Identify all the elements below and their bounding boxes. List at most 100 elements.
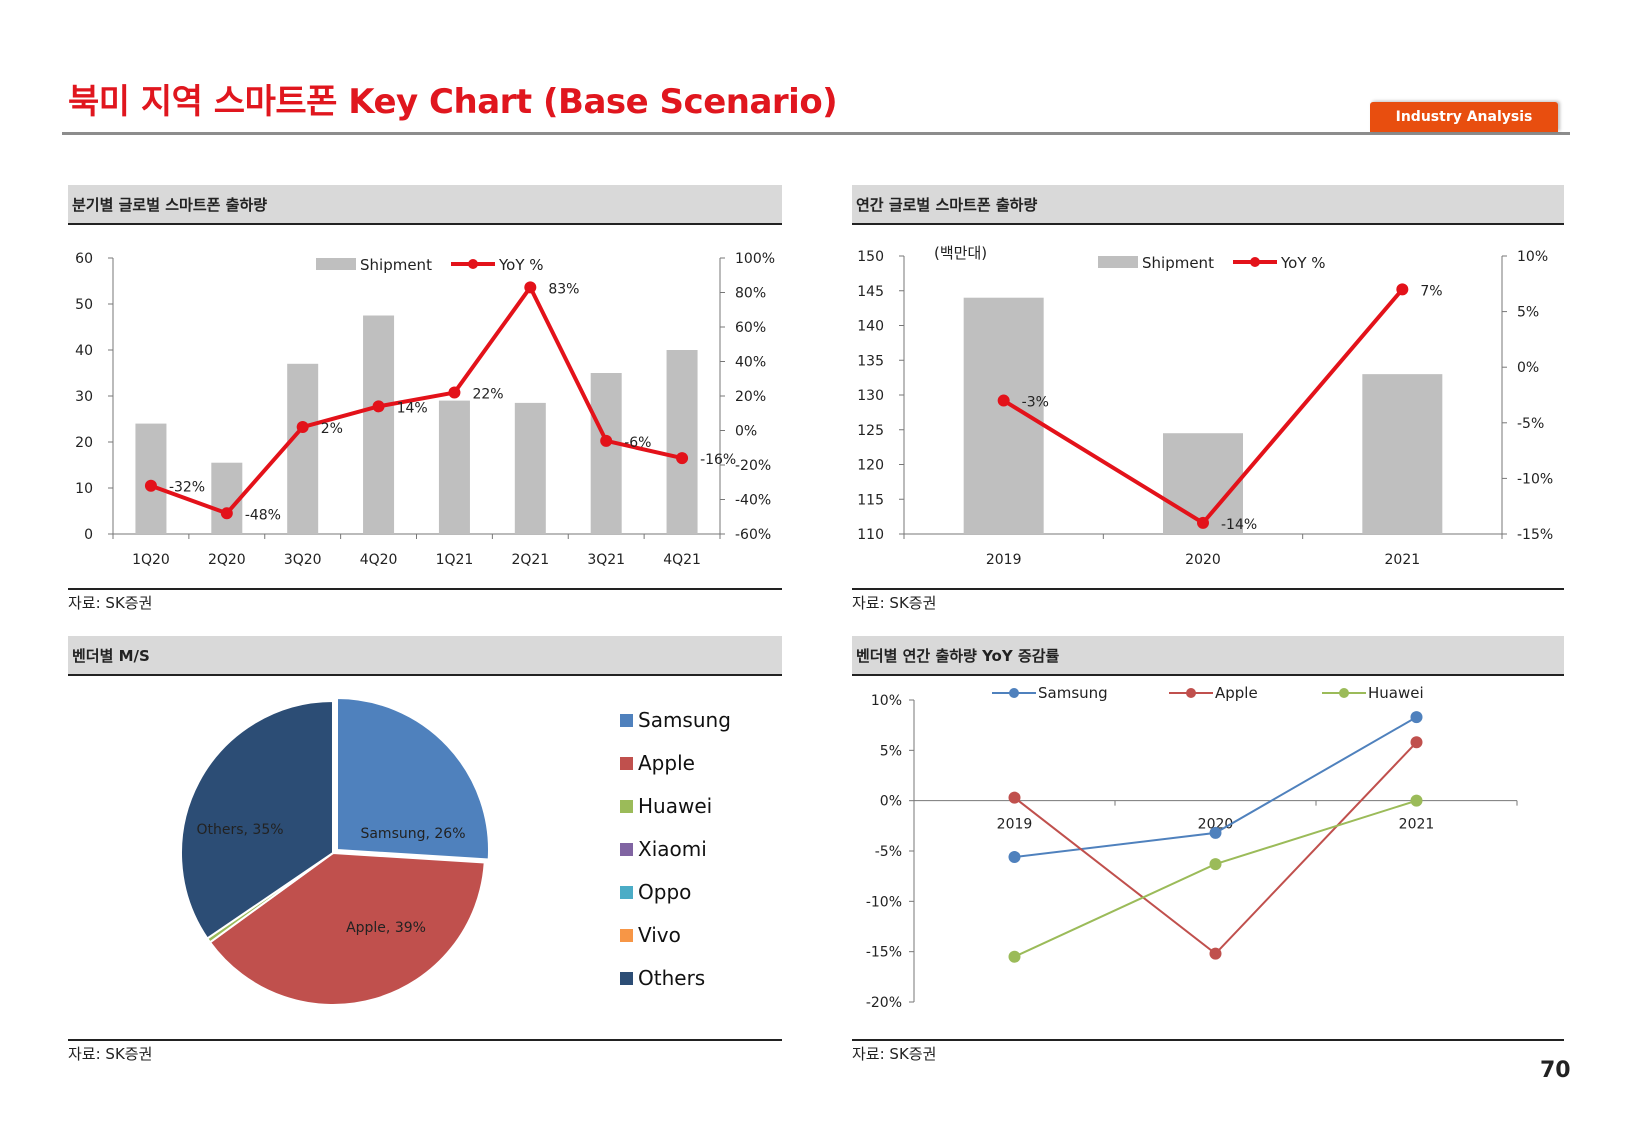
legend-swatch-shipment	[1098, 256, 1138, 268]
unit-label: (백만대)	[934, 244, 987, 262]
legend-label-yoy: YoY %	[498, 256, 544, 274]
yoy-data-label: -16%	[700, 452, 736, 468]
shipment-bar	[287, 363, 319, 534]
left-axis-tick-label: 10	[75, 481, 93, 497]
left-axis-tick-label: 110	[857, 527, 884, 543]
page-number: 70	[1540, 1058, 1571, 1083]
pie-slice-apple	[208, 851, 486, 1006]
y-axis-tick-label: -20%	[866, 995, 902, 1011]
shipment-bar	[590, 373, 622, 534]
right-axis-tick-label: 20%	[735, 389, 766, 405]
point-huawei	[1410, 794, 1423, 807]
legend-marker-huawei	[1339, 688, 1349, 698]
pie-data-label: Apple, 39%	[346, 920, 426, 936]
annual-shipment-chart: 110 115 120 125 130 135 140 145 150 -15% -10% -5% 0%…	[857, 244, 1553, 568]
y-axis-tick-label: 5%	[880, 743, 902, 759]
y-axis-tick-label: -15%	[866, 945, 902, 961]
legend-label-huawei: Huawei	[638, 794, 712, 818]
y-axis-tick-label: 10%	[871, 693, 902, 709]
line-apple	[1013, 741, 1418, 956]
yoy-point	[448, 386, 461, 399]
source-note: 자료: SK증권	[68, 1045, 153, 1063]
legend-marker-apple	[1186, 688, 1196, 698]
legend-label-apple: Apple	[1215, 684, 1258, 702]
x-axis-tick-label: 2021	[1399, 817, 1435, 833]
x-axis-tick-label: 2Q21	[511, 552, 549, 568]
yoy-point	[372, 400, 385, 413]
vendor-yoy-line-chart: -20%-15%-10%-5%0%5%10%2019 2020 2021Samsun…	[866, 684, 1518, 1011]
panel-rule	[852, 588, 1564, 590]
yoy-point	[1396, 283, 1409, 296]
yoy-point	[676, 452, 689, 465]
yoy-point	[220, 507, 233, 520]
yoy-data-label: 22%	[472, 387, 503, 403]
yoy-data-label: -32%	[169, 480, 205, 496]
yoy-point	[296, 421, 309, 434]
title-rule	[62, 132, 1570, 135]
point-samsung	[1008, 851, 1021, 864]
x-axis-tick-label: 1Q21	[436, 552, 474, 568]
yoy-point	[997, 394, 1010, 407]
yoy-point	[600, 434, 613, 447]
shipment-bar	[438, 400, 470, 534]
pie-slice-samsung	[336, 696, 490, 861]
source-note: 자료: SK증권	[852, 1045, 937, 1063]
right-axis-tick-label: 10%	[1517, 249, 1548, 265]
left-axis-tick-label: 115	[857, 492, 884, 508]
x-axis-tick-label: 2019	[986, 552, 1022, 568]
right-axis-tick-label: -60%	[735, 527, 771, 543]
left-axis-tick-label: 60	[75, 251, 93, 267]
panel-rule	[68, 588, 782, 590]
yoy-point	[144, 479, 157, 492]
right-axis-tick-label: -20%	[735, 458, 771, 474]
left-axis-tick-label: 50	[75, 297, 93, 313]
point-apple	[1209, 947, 1222, 960]
right-axis-tick-label: 0%	[1517, 360, 1539, 376]
right-axis-tick-label: 40%	[735, 355, 766, 371]
legend-swatch-shipment	[316, 258, 356, 270]
source-note: 자료: SK증권	[68, 594, 153, 612]
legend-label-others: Others	[638, 966, 705, 990]
legend-swatch-oppo	[620, 886, 633, 899]
left-axis-tick-label: 20	[75, 435, 93, 451]
legend-label-huawei: Huawei	[1368, 684, 1424, 702]
legend-swatch-huawei	[620, 800, 633, 813]
x-axis-tick-label: 2Q20	[208, 552, 246, 568]
legend-label-shipment: Shipment	[360, 256, 432, 274]
legend-label-shipment: Shipment	[1142, 254, 1214, 272]
left-axis-tick-label: 145	[857, 284, 884, 300]
x-axis-tick-label: 3Q20	[284, 552, 322, 568]
shipment-bar	[666, 350, 698, 534]
right-axis-tick-label: 0%	[735, 424, 757, 440]
left-axis-tick-label: 150	[857, 249, 884, 265]
shipment-bar	[363, 315, 395, 534]
left-axis-tick-label: 140	[857, 319, 884, 335]
legend-swatch-others	[620, 972, 633, 985]
legend-marker-samsung	[1009, 688, 1019, 698]
industry-analysis-badge: Industry Analysis	[1370, 102, 1558, 132]
source-note: 자료: SK증권	[852, 594, 937, 612]
shipment-bar	[211, 462, 243, 534]
x-axis-tick-label: 4Q20	[360, 552, 398, 568]
legend-label-oppo: Oppo	[638, 880, 691, 904]
x-axis-tick-label: 1Q20	[132, 552, 170, 568]
right-axis-tick-label: -10%	[1517, 471, 1553, 487]
legend-swatch-apple	[620, 757, 633, 770]
right-axis-tick-label: 80%	[735, 286, 766, 302]
point-huawei	[1008, 950, 1021, 963]
yoy-data-label: 2%	[321, 421, 343, 437]
legend-label-yoy: YoY %	[1280, 254, 1326, 272]
panel-rule	[68, 1039, 782, 1041]
legend-label-samsung: Samsung	[638, 708, 731, 732]
x-axis-tick-label: 4Q21	[663, 552, 701, 568]
right-axis-tick-label: 100%	[735, 251, 775, 267]
legend-marker-yoy	[468, 259, 478, 269]
legend-marker-yoy	[1250, 257, 1260, 267]
left-axis-tick-label: 30	[75, 389, 93, 405]
yoy-line	[150, 285, 683, 516]
yoy-data-label: -14%	[1221, 517, 1257, 533]
panel-title-vendor-yoy: 벤더별 연간 출하량 YoY 증감률	[852, 636, 1564, 676]
x-axis-tick-label: 2019	[997, 817, 1033, 833]
legend-label-samsung: Samsung	[1038, 684, 1108, 702]
legend-swatch-samsung	[620, 714, 633, 727]
